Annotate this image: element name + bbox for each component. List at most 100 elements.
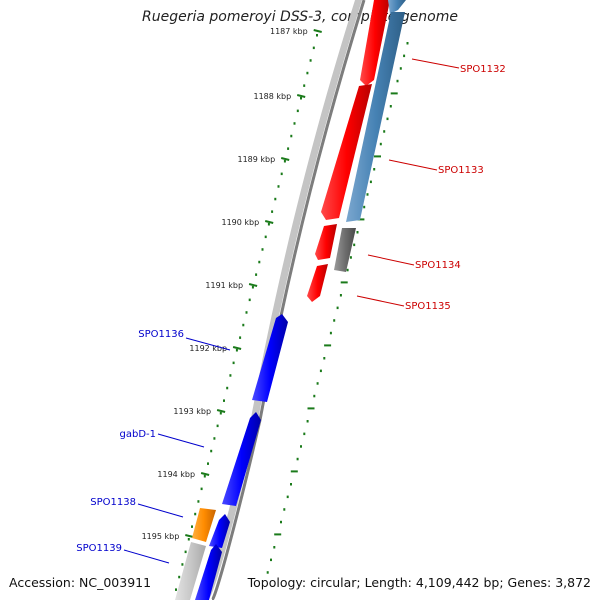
ruler-major-tick xyxy=(274,533,282,536)
ruler-minor-tick xyxy=(356,231,359,234)
ruler-minor-tick xyxy=(235,349,238,352)
gene-feature[interactable] xyxy=(321,84,372,220)
ruler-minor-tick xyxy=(336,306,339,310)
gene-feature[interactable] xyxy=(360,0,390,86)
gene-feature[interactable] xyxy=(209,514,230,548)
ruler-tick-label: 1194 kbp xyxy=(157,470,195,479)
ruler-minor-tick xyxy=(399,67,402,70)
ruler-minor-tick xyxy=(303,84,306,87)
ruler-major-tick xyxy=(390,92,398,95)
ruler-major-tick xyxy=(307,407,315,410)
ruler-minor-tick xyxy=(316,34,318,37)
ruler-minor-tick xyxy=(290,134,293,138)
ruler-minor-tick xyxy=(251,286,254,289)
ruler-minor-tick xyxy=(203,475,206,478)
gene-label-gabd-1[interactable]: gabD-1 xyxy=(120,429,157,440)
gene-label-spo1139[interactable]: SPO1139 xyxy=(76,543,122,554)
gene-labels-left: SPO1136 gabD-1 SPO1138 SPO1139 xyxy=(76,329,184,554)
ruler-minor-tick xyxy=(329,331,332,335)
ruler-minor-tick xyxy=(287,147,290,150)
gene-feature[interactable] xyxy=(334,228,356,272)
gene-feature[interactable] xyxy=(195,544,222,600)
ruler-minor-tick xyxy=(309,59,312,62)
ruler-major-tick xyxy=(296,94,306,98)
ruler-minor-tick xyxy=(296,457,299,461)
gene-feature[interactable] xyxy=(175,542,206,600)
ruler-minor-tick xyxy=(386,117,389,121)
gene-label-spo1136[interactable]: SPO1136 xyxy=(138,329,184,340)
ruler-left: 1187 kbp 1188 kbp 1189 kbp 1190 kbp 1191 kbp… xyxy=(142,27,322,591)
ruler-minor-tick xyxy=(339,294,342,297)
ruler-minor-tick xyxy=(210,449,213,453)
ruler-minor-tick xyxy=(379,142,382,146)
ruler-minor-tick xyxy=(280,172,283,176)
ruler-minor-tick xyxy=(293,122,296,125)
ruler-minor-tick xyxy=(266,571,269,574)
ruler-major-tick xyxy=(340,281,348,284)
ruler-minor-tick xyxy=(226,386,229,390)
gene-label-spo1132[interactable]: SPO1132 xyxy=(460,64,506,75)
ruler-minor-tick xyxy=(191,525,193,528)
ruler-minor-tick xyxy=(280,520,282,524)
label-leaders xyxy=(123,58,460,564)
genome-summary-text: Topology: circular; Length: 4,109,442 bp… xyxy=(247,575,591,590)
ruler-major-tick xyxy=(357,218,365,221)
ruler-tick-label: 1193 kbp xyxy=(173,407,211,416)
ruler-minor-tick xyxy=(303,432,306,436)
ruler-minor-tick xyxy=(245,311,248,314)
ruler-major-tick xyxy=(232,346,242,350)
gene-label-spo1138[interactable]: SPO1138 xyxy=(90,497,136,508)
ruler-major-tick xyxy=(313,29,322,33)
gene-feature[interactable] xyxy=(315,224,337,260)
ruler-tick-label: 1188 kbp xyxy=(253,92,291,101)
ruler-minor-tick xyxy=(403,54,406,58)
gene-feature[interactable] xyxy=(222,412,261,506)
ruler-minor-tick xyxy=(283,508,286,511)
ruler-minor-tick xyxy=(300,445,302,448)
ruler-minor-tick xyxy=(219,412,222,415)
ruler-minor-tick xyxy=(229,374,232,377)
ruler-minor-tick xyxy=(264,235,267,239)
ruler-minor-tick xyxy=(242,323,245,327)
ruler-minor-tick xyxy=(369,180,372,184)
ruler-minor-tick xyxy=(184,550,187,554)
ruler-major-tick xyxy=(374,155,381,158)
ruler-minor-tick xyxy=(200,487,203,491)
ruler-minor-tick xyxy=(258,260,261,264)
ruler-major-ticks: 1187 kbp 1188 kbp 1189 kbp 1190 kbp 1191 kbp… xyxy=(142,27,322,541)
ruler-minor-tick xyxy=(223,399,225,402)
ruler-minor-tick xyxy=(248,298,251,302)
features-forward xyxy=(307,0,406,302)
ruler-minor-tick xyxy=(175,588,177,591)
ruler-minor-tick xyxy=(296,109,299,113)
ruler-major-tick xyxy=(200,472,210,476)
gene-feature[interactable] xyxy=(192,508,216,542)
gene-feature[interactable] xyxy=(346,12,405,222)
ruler-minor-tick xyxy=(239,336,242,339)
genome-backbone xyxy=(201,0,366,600)
gene-label-spo1133[interactable]: SPO1133 xyxy=(438,165,484,176)
ruler-minor-tick xyxy=(232,361,235,365)
ruler-minor-tick xyxy=(300,97,302,100)
ruler-major-tick xyxy=(185,534,194,538)
ruler-minor-tick xyxy=(216,424,219,428)
ruler-major-tick xyxy=(264,220,274,224)
ruler-tick-label: 1189 kbp xyxy=(237,155,275,164)
ruler-minor-tick xyxy=(306,71,309,75)
gene-feature[interactable] xyxy=(388,0,406,14)
ruler-major-tick xyxy=(324,344,332,347)
ruler-minor-tick xyxy=(197,500,200,503)
ruler-tick-label: 1192 kbp xyxy=(189,344,227,353)
ruler-minor-tick xyxy=(213,437,216,440)
ruler-tick-label: 1187 kbp xyxy=(270,27,308,36)
gene-label-spo1134[interactable]: SPO1134 xyxy=(415,260,461,271)
ruler-minor-tick xyxy=(187,538,190,541)
ruler-minor-tick xyxy=(255,273,258,276)
gene-feature[interactable] xyxy=(252,314,288,402)
ruler-major-tick xyxy=(248,283,258,287)
gene-label-spo1135[interactable]: SPO1135 xyxy=(405,301,451,312)
ruler-minor-tick xyxy=(346,268,349,272)
ruler-minor-tick xyxy=(286,495,289,499)
gene-feature[interactable] xyxy=(307,264,328,302)
